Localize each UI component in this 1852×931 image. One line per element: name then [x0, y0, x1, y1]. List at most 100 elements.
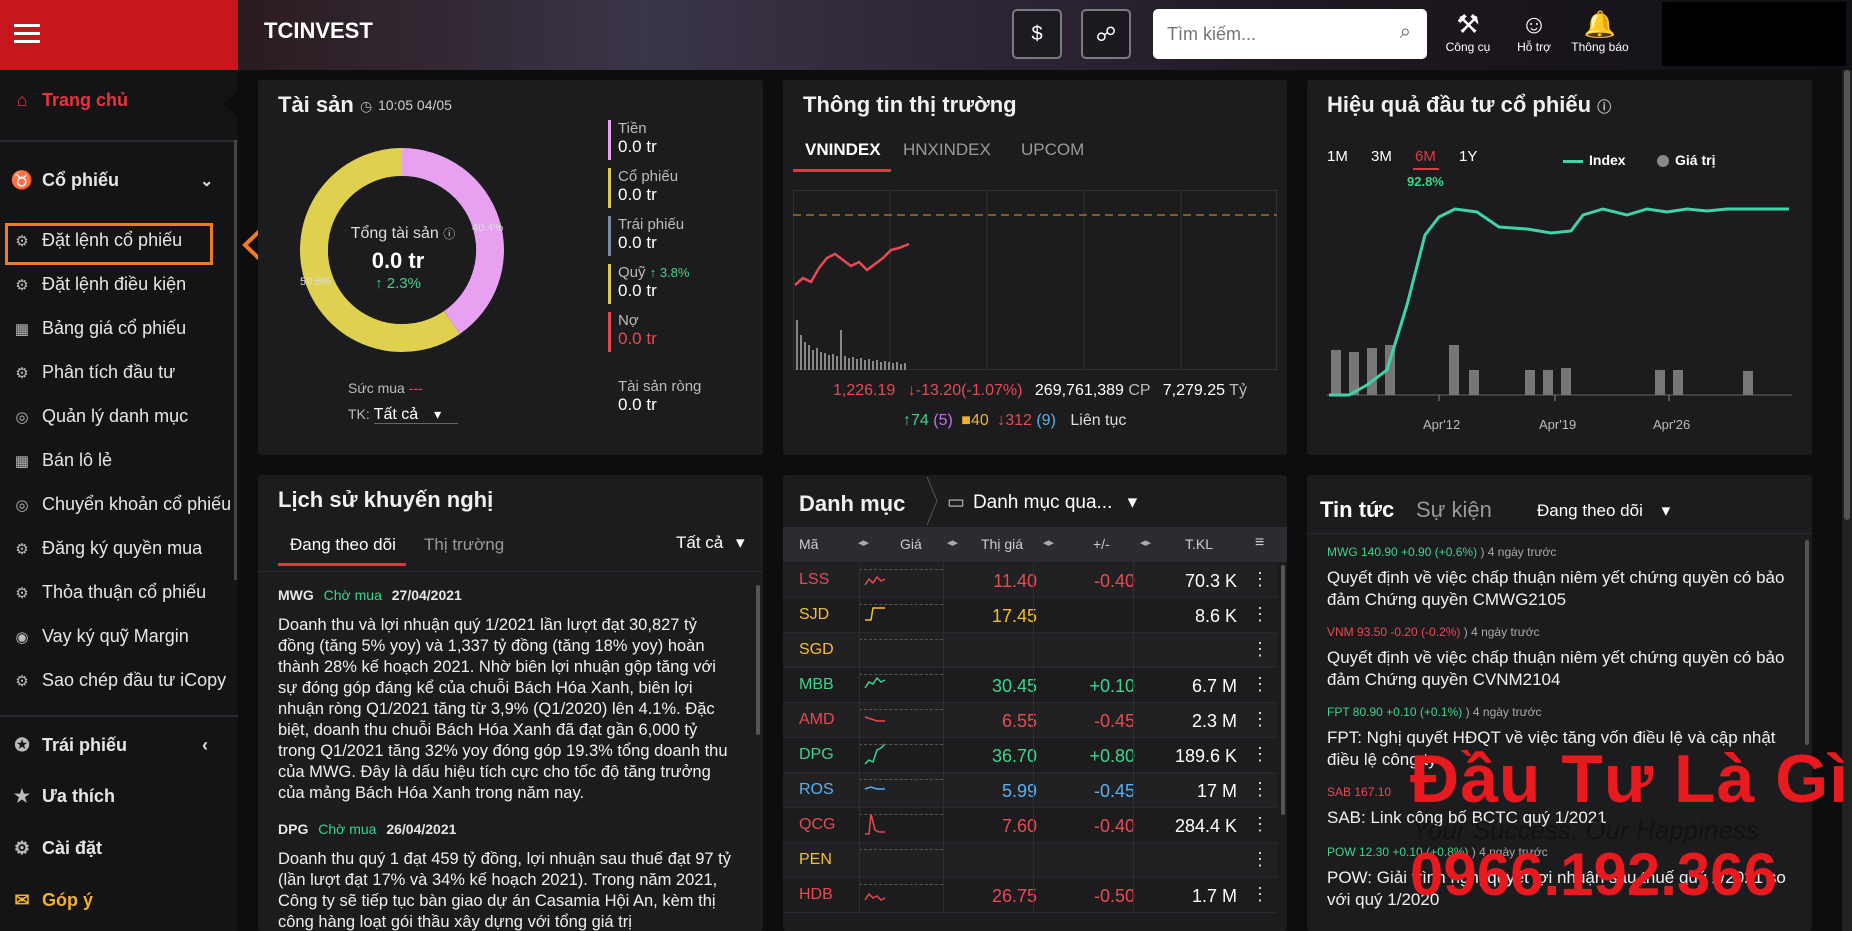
sort-icon[interactable]: ◂▸ — [947, 537, 959, 549]
more-icon[interactable]: ⋮ — [1251, 639, 1269, 659]
sort-icon[interactable]: ◂▸ — [1140, 537, 1152, 549]
table-row[interactable]: PEN ⋮ — [783, 843, 1277, 878]
table-row[interactable]: DPG 36.70 +0.80 189.6 K ⋮ — [783, 738, 1277, 773]
news-item[interactable]: SAB: Link công bố BCTC quý 1/2021 — [1327, 808, 1607, 827]
col-change[interactable]: +/- — [1093, 536, 1110, 552]
search-icon[interactable]: ⌕ — [1399, 21, 1411, 43]
sidebar-item-place-order[interactable]: ⚙ Đặt lệnh cổ phiếu — [0, 230, 238, 251]
range-6m[interactable]: 6M — [1415, 148, 1436, 165]
sidebar-item-conditional-order[interactable]: ⚙ Đặt lệnh điều kiện — [0, 274, 238, 295]
range-3m[interactable]: 3M — [1371, 148, 1392, 165]
sidebar-item-bonds[interactable]: ✪ Trái phiếu ‹ — [0, 735, 238, 756]
col-divider — [859, 878, 860, 913]
col-volume[interactable]: T.KL — [1185, 536, 1214, 552]
tab-vnindex[interactable]: VNINDEX — [805, 140, 881, 159]
table-row[interactable]: HDB 26.75 -0.50 1.7 M ⋮ — [783, 878, 1277, 913]
search-box[interactable]: ⌕ — [1153, 9, 1427, 59]
tab-news[interactable]: Tin tức — [1320, 497, 1395, 522]
sidebar-item-favorites[interactable]: ★ Ưa thích — [0, 786, 238, 807]
col-market-price[interactable]: Thị giá — [981, 536, 1024, 552]
support-icon: ☺ — [1520, 9, 1548, 39]
table-row[interactable]: AMD 6.55 -0.45 2.3 M ⋮ — [783, 703, 1277, 738]
sparkline — [865, 813, 885, 835]
more-icon[interactable]: ⋮ — [1251, 744, 1269, 764]
sidebar-item-rights[interactable]: ⚙ Đăng ký quyền mua — [0, 538, 238, 559]
sort-icon[interactable]: ◂▸ — [858, 537, 870, 549]
row-change: -0.45 — [1093, 781, 1135, 801]
tab-following[interactable]: Đang theo dõi — [290, 535, 396, 554]
table-row[interactable]: SGD ⋮ — [783, 633, 1277, 668]
network-button[interactable]: ☍ — [1081, 9, 1131, 59]
menu-button[interactable] — [0, 0, 238, 70]
more-icon[interactable]: ⋮ — [1251, 849, 1269, 869]
range-1m[interactable]: 1M — [1327, 148, 1348, 165]
sort-icon[interactable]: ◂▸ — [1043, 537, 1055, 549]
news-item[interactable]: FPT: Nghị quyết HĐQT về việc tăng vốn đi… — [1327, 728, 1776, 769]
news-item[interactable]: POW: Giải trình nghị quyết lợi nhuận sau… — [1327, 868, 1786, 909]
fund-change: ↑ 3.8% — [649, 265, 690, 280]
row-price: 26.75 — [991, 886, 1037, 906]
sidebar-item-stocks[interactable]: ♉ Cổ phiếu ⌄ — [0, 170, 238, 191]
sidebar-item-portfolio[interactable]: ◎ Quản lý danh mục — [0, 406, 238, 427]
row-price: 7.60 — [1001, 816, 1037, 836]
row-code: QCG — [799, 816, 836, 833]
news-filter[interactable]: Đang theo dõi ▾ — [1537, 501, 1670, 521]
table-row[interactable]: SJD 17.45 8.6 K ⋮ — [783, 598, 1277, 633]
sidebar-item-transfer[interactable]: ◎ Chuyển khoản cổ phiếu — [0, 494, 238, 515]
board-icon: ▦ — [14, 320, 30, 338]
menu-icon[interactable]: ≡ — [1255, 534, 1265, 551]
more-icon[interactable]: ⋮ — [1251, 604, 1269, 624]
table-row[interactable]: LSS 11.40 -0.40 70.3 K ⋮ — [783, 563, 1277, 598]
col-divider — [1033, 808, 1034, 843]
scrollbar-thumb[interactable] — [1844, 70, 1850, 520]
sidebar-item-home[interactable]: ⌂ Trang chủ — [0, 90, 238, 118]
more-icon[interactable]: ⋮ — [1251, 884, 1269, 904]
history-scrollbar[interactable] — [756, 585, 760, 735]
col-price[interactable]: Giá — [900, 536, 922, 552]
table-row[interactable]: MBB 30.45 +0.10 6.7 M ⋮ — [783, 668, 1277, 703]
news-scrollbar[interactable] — [1805, 540, 1809, 745]
more-icon[interactable]: ⋮ — [1251, 674, 1269, 694]
sidebar-item-margin[interactable]: ◉ Vay ký quỹ Margin — [0, 626, 238, 647]
sidebar-item-icopy[interactable]: ⚙ Sao chép đầu tư iCopy — [0, 670, 238, 691]
sidebar-item-price-board[interactable]: ▦ Bảng giá cổ phiếu — [0, 318, 238, 339]
col-code[interactable]: Mã — [799, 536, 819, 552]
odd-lot-icon: ▦ — [14, 452, 30, 470]
money-button[interactable]: $ — [1012, 9, 1062, 59]
row-code: HDB — [799, 886, 833, 903]
tab-upcom[interactable]: UPCOM — [1021, 140, 1085, 159]
search-input[interactable] — [1167, 23, 1377, 45]
sidebar-item-settings[interactable]: ⚙ Cài đặt — [0, 838, 238, 859]
money-icon: $ — [1031, 22, 1043, 45]
tab-market[interactable]: Thị trường — [424, 535, 505, 554]
news-item[interactable]: Quyết định về việc chấp thuận niêm yết c… — [1327, 568, 1785, 609]
news-item[interactable]: Quyết định về việc chấp thuận niêm yết c… — [1327, 648, 1785, 689]
user-area[interactable] — [1662, 2, 1846, 66]
notification-button[interactable]: 🔔 Thông báo — [1570, 8, 1630, 54]
more-icon[interactable]: ⋮ — [1251, 779, 1269, 799]
tool-label: Hỗ trợ — [1517, 40, 1551, 54]
more-icon[interactable]: ⋮ — [1251, 814, 1269, 834]
page-scrollbar[interactable] — [1842, 70, 1852, 931]
table-row[interactable]: ROS 5.99 -0.45 17 M ⋮ — [783, 773, 1277, 808]
sidebar-item-odd-lot[interactable]: ▦ Bán lô lẻ — [0, 450, 238, 471]
sidebar-item-feedback[interactable]: ✉ Góp ý — [0, 890, 238, 911]
portfolio-scrollbar[interactable] — [1281, 565, 1285, 815]
row-code: SJD — [799, 606, 830, 623]
tools-button[interactable]: ⚒ Công cụ — [1438, 8, 1498, 54]
sidebar-scrollbar[interactable] — [234, 140, 237, 580]
account-select[interactable]: TK: Tất cả ▾ — [348, 406, 459, 424]
tab-hnxindex[interactable]: HNXINDEX — [903, 140, 991, 159]
more-icon[interactable]: ⋮ — [1251, 569, 1269, 589]
row-volume: 17 M — [1196, 781, 1237, 801]
range-1y[interactable]: 1Y — [1459, 148, 1478, 165]
more-icon[interactable]: ⋮ — [1251, 709, 1269, 729]
sidebar-item-analysis[interactable]: ⚙ Phân tích đầu tư — [0, 362, 238, 383]
support-button[interactable]: ☺ Hỗ trợ — [1504, 8, 1564, 54]
portfolio-selector[interactable]: ▭ Danh mục qua... ▾ — [947, 491, 1137, 514]
account-label: TK: — [348, 406, 370, 422]
sidebar-item-negotiate[interactable]: ⚙ Thỏa thuận cổ phiếu — [0, 582, 238, 603]
table-row[interactable]: QCG 7.60 -0.40 284.4 K ⋮ — [783, 808, 1277, 843]
history-filter[interactable]: Tất cả ▾ — [676, 533, 745, 553]
tab-events[interactable]: Sự kiện — [1416, 497, 1492, 522]
